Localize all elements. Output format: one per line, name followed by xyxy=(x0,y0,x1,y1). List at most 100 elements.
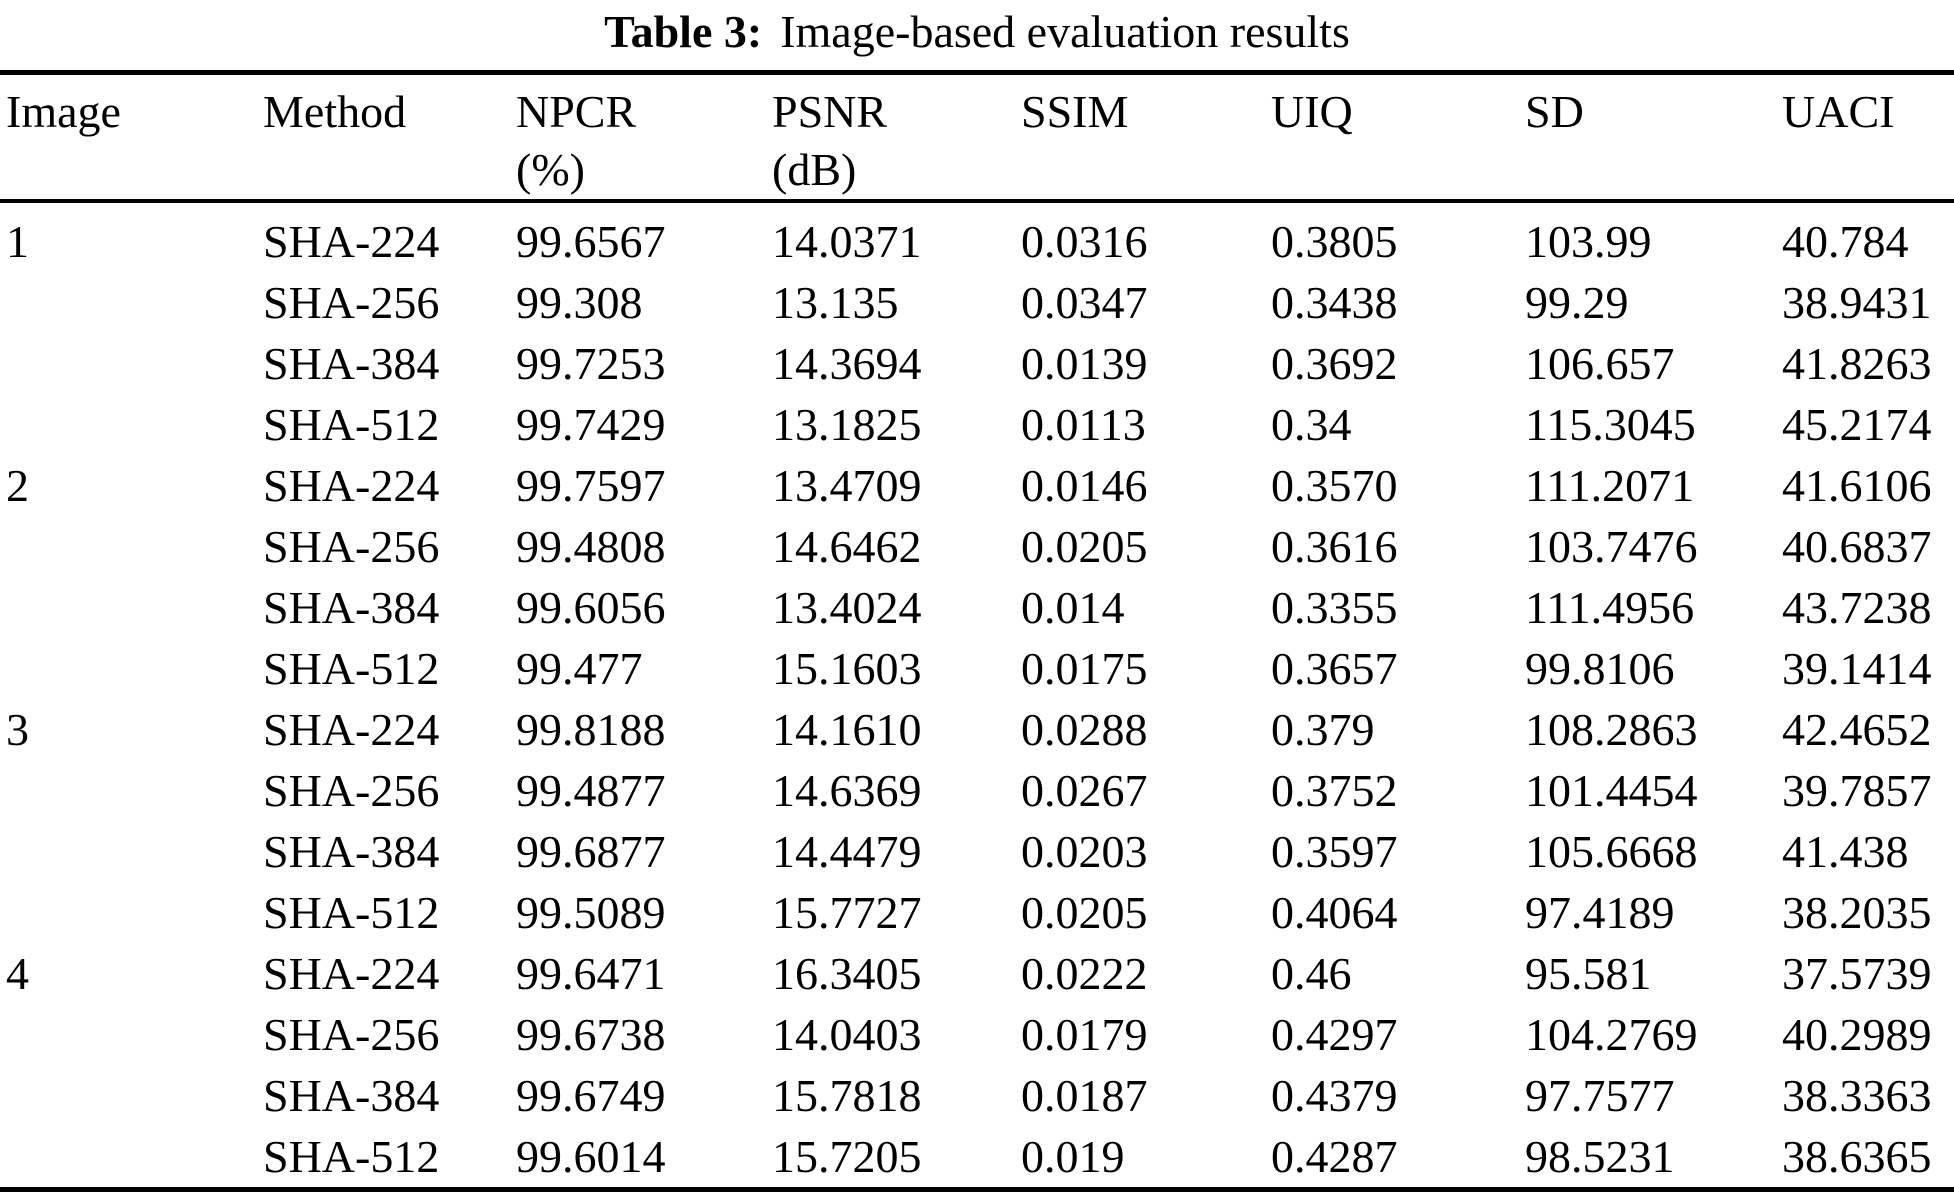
cell-psnr: 14.4479 xyxy=(772,826,922,877)
cell-npcr: 99.6567 xyxy=(516,216,666,267)
cell-uiq: 0.3692 xyxy=(1271,338,1398,389)
cell-method: SHA-384 xyxy=(263,582,440,633)
cell-uaci: 39.1414 xyxy=(1782,643,1932,694)
cell-image-number xyxy=(0,333,263,394)
cell-uiq: 0.379 xyxy=(1271,704,1375,755)
cell-uaci: 41.8263 xyxy=(1782,338,1932,389)
cell-uaci: 40.2989 xyxy=(1782,1009,1932,1060)
cell-npcr: 99.7429 xyxy=(516,399,666,450)
cell-psnr: 13.135 xyxy=(772,277,899,328)
cell-psnr: 13.1825 xyxy=(772,399,922,450)
cell-npcr: 99.7253 xyxy=(516,338,666,389)
cell-sd: 103.99 xyxy=(1525,216,1652,267)
cell-uiq: 0.3597 xyxy=(1271,826,1398,877)
table-row: SHA-384 99.6056 13.4024 0.014 0.3355 111… xyxy=(0,577,1954,638)
cell-psnr: 13.4024 xyxy=(772,582,922,633)
cell-npcr: 99.6738 xyxy=(516,1009,666,1060)
cell-ssim: 0.0187 xyxy=(1021,1070,1148,1121)
cell-ssim: 0.0316 xyxy=(1021,216,1148,267)
cell-ssim: 0.019 xyxy=(1021,1131,1125,1182)
column-header-image: Image xyxy=(6,86,121,137)
cell-image-number xyxy=(0,638,263,699)
table-row: SHA-512 99.477 15.1603 0.0175 0.3657 99.… xyxy=(0,638,1954,699)
cell-uiq: 0.4297 xyxy=(1271,1009,1398,1060)
cell-method: SHA-512 xyxy=(263,887,440,938)
cell-uaci: 45.2174 xyxy=(1782,399,1932,450)
table-row: SHA-512 99.5089 15.7727 0.0205 0.4064 97… xyxy=(0,882,1954,943)
cell-image-number: 1 xyxy=(6,216,29,267)
table-row: SHA-256 99.6738 14.0403 0.0179 0.4297 10… xyxy=(0,1004,1954,1065)
table-row: 3 SHA-224 99.8188 14.1610 0.0288 0.379 1… xyxy=(0,699,1954,760)
cell-uiq: 0.4287 xyxy=(1271,1131,1398,1182)
cell-uiq: 0.3355 xyxy=(1271,582,1398,633)
cell-psnr: 15.7205 xyxy=(772,1131,922,1182)
column-header-uaci: UACI xyxy=(1782,86,1895,137)
cell-psnr: 15.1603 xyxy=(772,643,922,694)
column-header-ssim: SSIM xyxy=(1021,86,1129,137)
cell-uiq: 0.3805 xyxy=(1271,216,1398,267)
table-row: SHA-512 99.7429 13.1825 0.0113 0.34 115.… xyxy=(0,394,1954,455)
cell-method: SHA-384 xyxy=(263,338,440,389)
cell-npcr: 99.4808 xyxy=(516,521,666,572)
cell-image-number: 4 xyxy=(6,948,29,999)
cell-method: SHA-256 xyxy=(263,277,440,328)
cell-npcr: 99.8188 xyxy=(516,704,666,755)
cell-uaci: 39.7857 xyxy=(1782,765,1932,816)
cell-sd: 108.2863 xyxy=(1525,704,1698,755)
cell-psnr: 13.4709 xyxy=(772,460,922,511)
table-row: SHA-256 99.308 13.135 0.0347 0.3438 99.2… xyxy=(0,272,1954,333)
cell-sd: 104.2769 xyxy=(1525,1009,1698,1060)
cell-psnr: 14.6462 xyxy=(772,521,922,572)
cell-psnr: 15.7727 xyxy=(772,887,922,938)
cell-uaci: 42.4652 xyxy=(1782,704,1932,755)
cell-image-number xyxy=(0,272,263,333)
table-row: SHA-256 99.4808 14.6462 0.0205 0.3616 10… xyxy=(0,516,1954,577)
column-header-npcr: NPCR (%) xyxy=(516,86,637,195)
cell-sd: 111.4956 xyxy=(1525,582,1695,633)
table-body: 1 SHA-224 99.6567 14.0371 0.0316 0.3805 … xyxy=(0,201,1954,1190)
cell-method: SHA-512 xyxy=(263,1131,440,1182)
cell-sd: 111.2071 xyxy=(1525,460,1695,511)
cell-method: SHA-384 xyxy=(263,826,440,877)
cell-npcr: 99.7597 xyxy=(516,460,666,511)
table-row: SHA-256 99.4877 14.6369 0.0267 0.3752 10… xyxy=(0,760,1954,821)
cell-uiq: 0.3438 xyxy=(1271,277,1398,328)
cell-image-number xyxy=(0,760,263,821)
caption-label: Table 3: xyxy=(604,6,763,57)
cell-ssim: 0.014 xyxy=(1021,582,1125,633)
cell-psnr: 15.7818 xyxy=(772,1070,922,1121)
cell-ssim: 0.0175 xyxy=(1021,643,1148,694)
cell-uiq: 0.3616 xyxy=(1271,521,1398,572)
cell-sd: 98.5231 xyxy=(1525,1131,1675,1182)
cell-sd: 99.8106 xyxy=(1525,643,1675,694)
cell-image-number xyxy=(0,516,263,577)
cell-sd: 97.7577 xyxy=(1525,1070,1675,1121)
table-row: 1 SHA-224 99.6567 14.0371 0.0316 0.3805 … xyxy=(0,201,1954,272)
cell-image-number xyxy=(0,1065,263,1126)
cell-image-number: 2 xyxy=(6,460,29,511)
cell-ssim: 0.0222 xyxy=(1021,948,1148,999)
cell-npcr: 99.6471 xyxy=(516,948,666,999)
table-row: SHA-384 99.6877 14.4479 0.0203 0.3597 10… xyxy=(0,821,1954,882)
table-row: 4 SHA-224 99.6471 16.3405 0.0222 0.46 95… xyxy=(0,943,1954,1004)
cell-image-number xyxy=(0,1126,263,1190)
column-header-sd: SD xyxy=(1525,86,1584,137)
table-header: Image Method NPCR (%) PSNR (dB) SSIM xyxy=(0,73,1954,201)
cell-sd: 105.6668 xyxy=(1525,826,1698,877)
cell-ssim: 0.0288 xyxy=(1021,704,1148,755)
cell-method: SHA-256 xyxy=(263,765,440,816)
header-row: Image Method NPCR (%) PSNR (dB) SSIM xyxy=(0,73,1954,201)
cell-method: SHA-224 xyxy=(263,216,440,267)
cell-uiq: 0.46 xyxy=(1271,948,1352,999)
column-header-psnr: PSNR (dB) xyxy=(772,86,888,195)
cell-sd: 99.29 xyxy=(1525,277,1629,328)
cell-method: SHA-224 xyxy=(263,704,440,755)
results-table: Image Method NPCR (%) PSNR (dB) SSIM xyxy=(0,70,1954,1192)
cell-ssim: 0.0267 xyxy=(1021,765,1148,816)
cell-image-number xyxy=(0,882,263,943)
table-row: SHA-384 99.6749 15.7818 0.0187 0.4379 97… xyxy=(0,1065,1954,1126)
cell-uaci: 38.9431 xyxy=(1782,277,1932,328)
cell-sd: 106.657 xyxy=(1525,338,1675,389)
cell-uaci: 37.5739 xyxy=(1782,948,1932,999)
